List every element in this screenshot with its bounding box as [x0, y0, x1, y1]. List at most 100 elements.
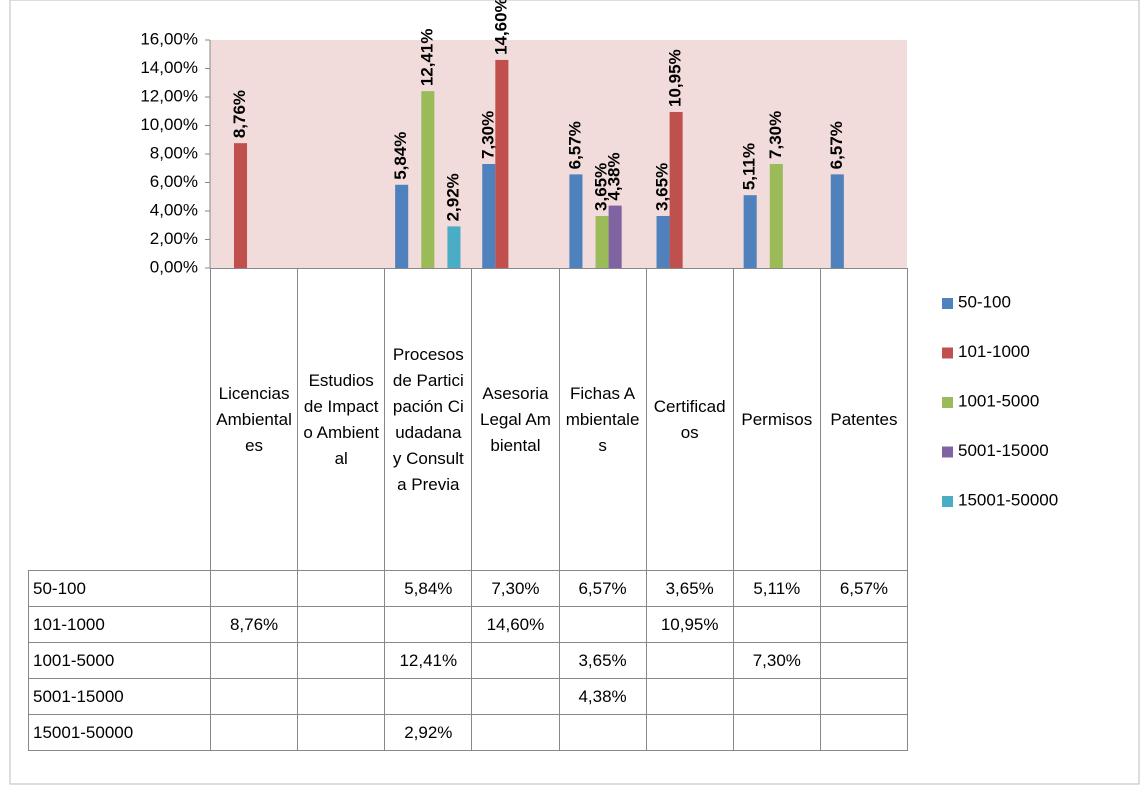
value-cell: 10,95%	[645, 606, 734, 643]
bar	[495, 59, 509, 269]
data-row: 5001-15000 4,38%	[28, 678, 909, 715]
value-cell	[209, 642, 299, 679]
y-tick-label: 2,00%	[150, 229, 198, 248]
bar	[769, 163, 783, 268]
value-cell	[645, 678, 734, 715]
bar	[830, 174, 844, 268]
value-cell	[732, 714, 821, 751]
legend-label: 5001-15000	[958, 441, 1049, 460]
data-label: 4,38%	[605, 152, 624, 200]
bar	[669, 111, 683, 269]
value-cell	[384, 606, 473, 643]
chart-frame	[9, 0, 1140, 785]
value-cell: 7,30%	[732, 642, 821, 679]
value-cell: 14,60%	[471, 606, 560, 643]
value-cell	[558, 606, 647, 643]
value-cell	[471, 642, 560, 679]
bar	[447, 226, 461, 268]
value-cell: 8,76%	[209, 606, 299, 643]
value-cell: 3,65%	[645, 570, 734, 607]
y-tick-label: 6,00%	[150, 172, 198, 191]
value-cell	[819, 714, 909, 751]
category-label: Fichas Ambientales	[558, 268, 647, 571]
bar	[656, 215, 670, 268]
bar	[608, 205, 622, 268]
value-cell	[209, 678, 299, 715]
y-tick-label: 14,00%	[140, 58, 198, 77]
data-label: 3,65%	[592, 163, 611, 211]
data-row: 1001-5000 12,41% 3,65% 7,30%	[28, 642, 909, 679]
data-label: 2,92%	[443, 173, 462, 221]
data-label: 14,60%	[491, 0, 510, 55]
value-cell: 3,65%	[558, 642, 647, 679]
value-cell	[297, 606, 386, 643]
value-cell: 5,11%	[732, 570, 821, 607]
legend-label: 1001-5000	[958, 391, 1039, 410]
bar	[743, 195, 757, 268]
legend-swatch	[942, 446, 953, 458]
row-label: 15001-50000	[28, 714, 211, 751]
value-cell: 4,38%	[558, 678, 647, 715]
value-cell	[384, 678, 473, 715]
value-cell	[819, 678, 909, 715]
value-cell	[471, 678, 560, 715]
bar	[595, 215, 609, 268]
data-row: 15001-50000 2,92%	[28, 714, 909, 751]
header-row: Licencias Ambientales Estudios de Impacto…	[28, 268, 909, 571]
bar	[395, 184, 409, 268]
bar	[421, 91, 435, 268]
data-label: 6,57%	[565, 121, 584, 169]
value-cell	[209, 714, 299, 751]
category-label: Estudios de Impacto Ambiental	[297, 268, 386, 571]
data-label: 5,11%	[740, 143, 759, 190]
category-label: Certificados	[645, 268, 734, 571]
category-label: Permisos	[732, 268, 821, 571]
data-table: Licencias Ambientales Estudios de Impacto…	[28, 268, 909, 751]
category-label: Patentes	[819, 268, 909, 571]
legend-label: 15001-50000	[958, 490, 1058, 509]
value-cell	[297, 678, 386, 715]
legend-swatch	[942, 397, 953, 408]
legend-label: 101-1000	[958, 342, 1030, 361]
y-tick-label: 10,00%	[140, 115, 198, 134]
value-cell: 6,57%	[819, 570, 909, 607]
y-tick-label: 4,00%	[150, 200, 198, 219]
value-cell	[645, 714, 734, 751]
data-label: 7,30%	[478, 111, 497, 159]
blank-cell	[28, 268, 211, 571]
row-label: 101-1000	[28, 606, 211, 643]
value-cell: 2,92%	[384, 714, 473, 751]
value-cell	[297, 714, 386, 751]
value-cell	[558, 714, 647, 751]
bar	[569, 174, 583, 268]
legend-label: 50-100	[958, 292, 1011, 311]
value-cell	[819, 642, 909, 679]
data-label: 10,95%	[666, 49, 685, 107]
value-cell	[732, 606, 821, 643]
data-label: 3,65%	[653, 163, 672, 211]
row-label: 50-100	[28, 570, 211, 607]
y-tick-label: 12,00%	[140, 86, 198, 105]
data-label: 8,76%	[230, 90, 249, 138]
row-label: 1001-5000	[28, 642, 211, 679]
bar	[233, 143, 248, 268]
value-cell: 5,84%	[384, 570, 473, 607]
value-cell: 7,30%	[471, 570, 560, 607]
data-row: 50-100 5,84% 7,30% 6,57% 3,65% 5,11% 6,57%	[28, 570, 909, 607]
y-tick-label: 8,00%	[150, 143, 198, 162]
bar	[482, 163, 496, 268]
value-cell: 12,41%	[384, 642, 473, 679]
data-row: 101-1000 8,76% 14,60% 10,95%	[28, 606, 909, 643]
category-label: Procesos de Participación Ciudadana y Co…	[384, 268, 473, 571]
y-tick-label: 16,00%	[140, 29, 198, 48]
value-cell	[732, 678, 821, 715]
value-cell	[297, 642, 386, 679]
value-cell	[209, 570, 299, 607]
category-label: Asesoria Legal Ambiental	[471, 268, 560, 571]
legend-swatch	[942, 347, 953, 359]
value-cell	[471, 714, 560, 751]
legend-swatch	[942, 298, 953, 309]
value-cell	[297, 570, 386, 607]
